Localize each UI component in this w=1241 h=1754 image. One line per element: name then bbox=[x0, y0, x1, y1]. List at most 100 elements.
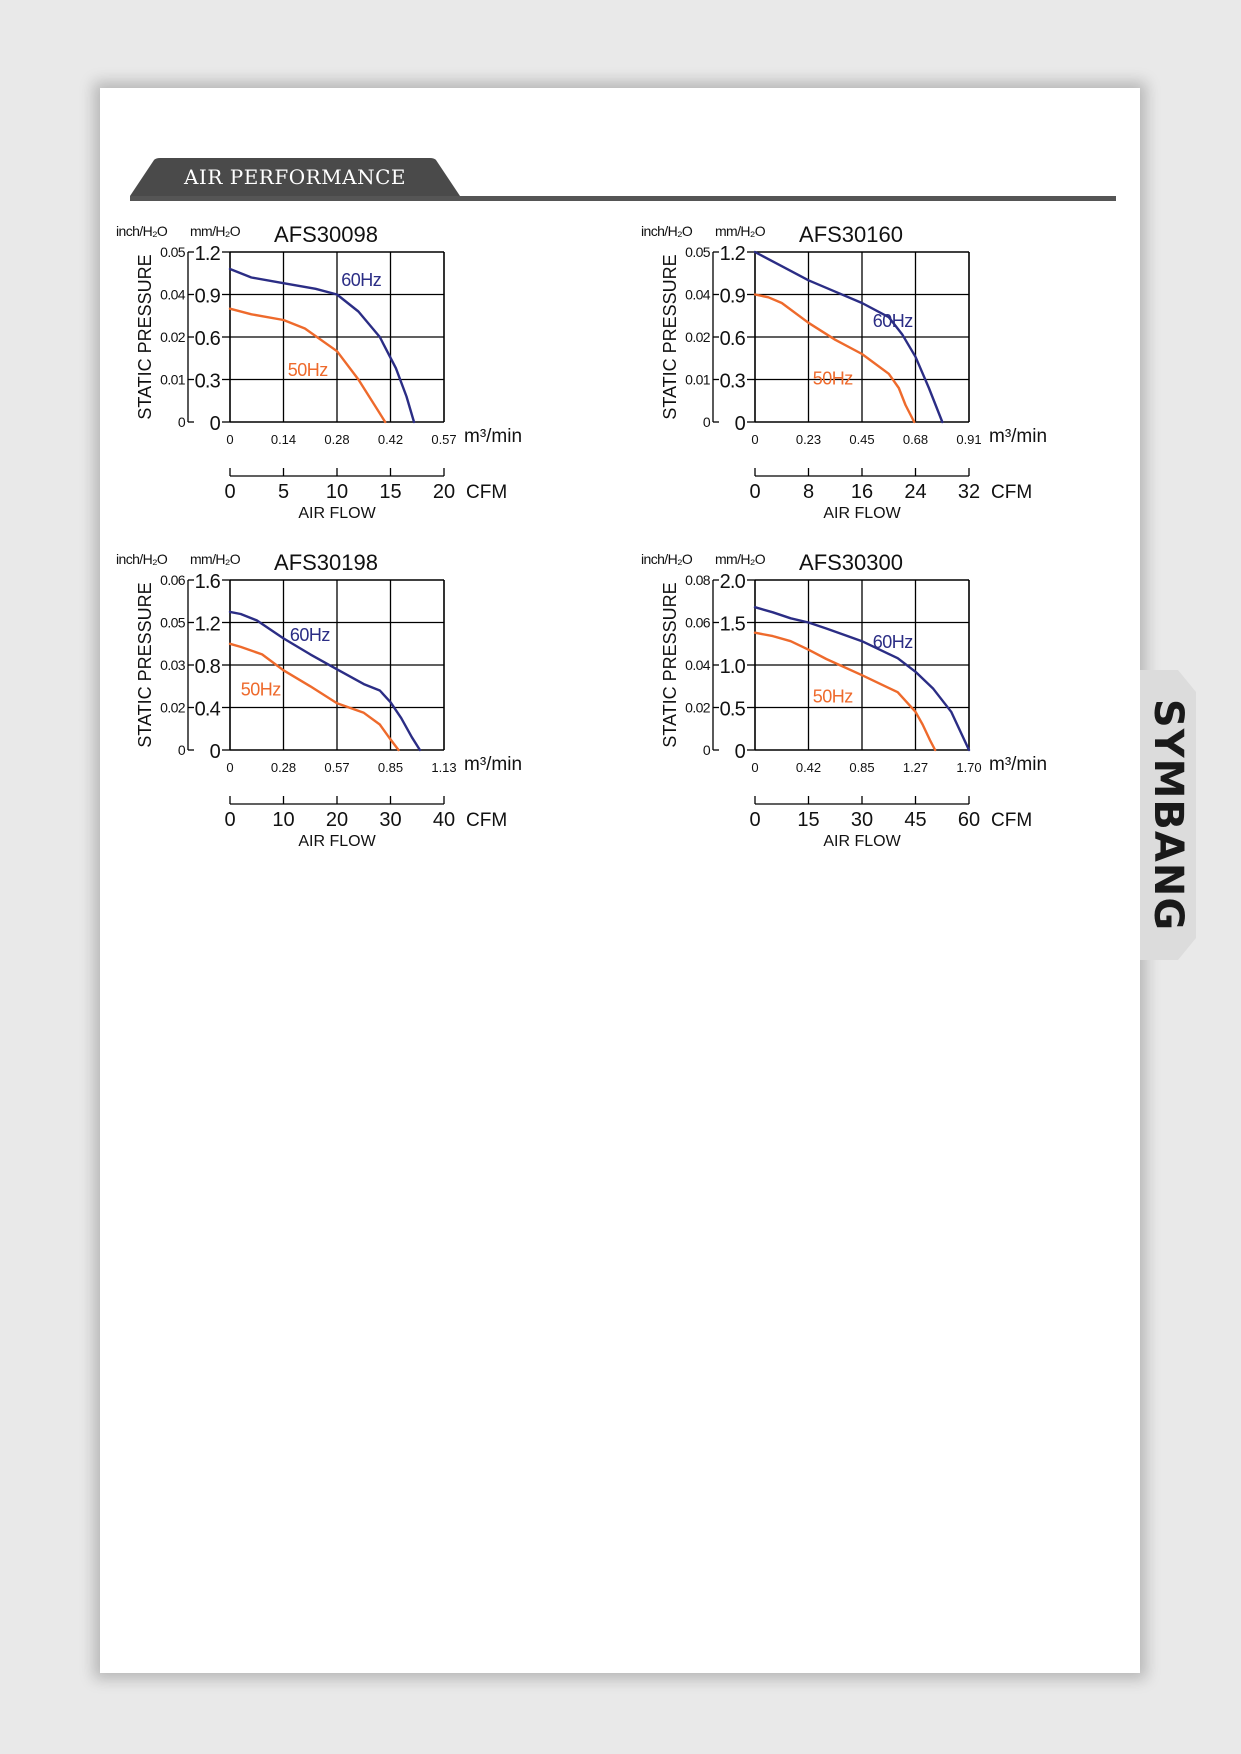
x-tick-m3: 1.13 bbox=[431, 760, 456, 775]
x-tick-cfm: 15 bbox=[797, 809, 819, 831]
unit-mm-label: mm/H₂O bbox=[190, 551, 241, 567]
y-tick-mm: 1.6 bbox=[195, 571, 221, 593]
y-tick-mm: 1.0 bbox=[720, 656, 746, 678]
series-label-50hz: 50Hz bbox=[288, 360, 329, 380]
x-tick-m3: 0 bbox=[226, 760, 233, 775]
x-tick-cfm: 0 bbox=[749, 481, 760, 503]
y-axis-title: STATIC PRESSURE bbox=[660, 254, 680, 419]
y-tick-inch: 0.06 bbox=[160, 572, 186, 588]
y-tick-inch: 0 bbox=[703, 414, 711, 430]
y-tick-inch: 0.02 bbox=[160, 329, 186, 345]
unit-mm-label: mm/H₂O bbox=[715, 551, 766, 567]
series-label-60hz: 60Hz bbox=[290, 625, 331, 645]
chart-afs30198: inch/H₂O mm/H₂O AFS30198 STATIC PRESSURE 0 0 0… bbox=[116, 548, 600, 868]
y-tick-mm: 0.6 bbox=[195, 328, 221, 350]
y-tick-mm: 0.5 bbox=[720, 699, 746, 721]
brand-tab-shape bbox=[1140, 670, 1196, 960]
x-tick-cfm: 0 bbox=[224, 809, 235, 831]
y-tick-mm: 1.2 bbox=[720, 243, 746, 265]
chart-afs30300: inch/H₂O mm/H₂O AFS30300 STATIC PRESSURE 0 0 0… bbox=[641, 548, 1125, 868]
x-tick-cfm: 0 bbox=[224, 481, 235, 503]
x-tick-m3: 0.68 bbox=[903, 432, 928, 447]
x-tick-cfm: 30 bbox=[379, 809, 401, 831]
y-tick-mm: 0 bbox=[210, 741, 221, 763]
chart-title: AFS30160 bbox=[799, 222, 903, 247]
y-tick-inch: 0 bbox=[703, 742, 711, 758]
x-axis-title: AIR FLOW bbox=[823, 833, 901, 850]
x-unit-cfm: CFM bbox=[466, 810, 507, 831]
y-tick-mm: 0.4 bbox=[195, 699, 221, 721]
series-line-50hz bbox=[228, 642, 400, 752]
x-unit-m3: m³/min bbox=[989, 754, 1047, 775]
y-tick-inch: 0.05 bbox=[160, 615, 186, 631]
y-tick-inch: 0.05 bbox=[685, 244, 711, 260]
series-line-50hz bbox=[228, 307, 387, 424]
y-tick-mm: 1.2 bbox=[195, 243, 221, 265]
x-tick-cfm: 60 bbox=[958, 809, 980, 831]
x-unit-cfm: CFM bbox=[991, 482, 1032, 503]
x-tick-cfm: 32 bbox=[958, 481, 980, 503]
y-tick-mm: 0 bbox=[735, 741, 746, 763]
chart-afs30160: inch/H₂O mm/H₂O AFS30160 STATIC PRESSURE 0 0 0… bbox=[641, 220, 1125, 540]
series-line-50hz bbox=[753, 631, 937, 752]
series-label-50hz: 50Hz bbox=[241, 680, 282, 700]
x-tick-cfm: 45 bbox=[904, 809, 926, 831]
y-tick-mm: 0 bbox=[210, 413, 221, 435]
x-unit-m3: m³/min bbox=[989, 426, 1047, 447]
x-tick-m3: 0 bbox=[751, 760, 758, 775]
section-tab bbox=[130, 158, 460, 198]
y-tick-inch: 0.02 bbox=[685, 700, 711, 716]
unit-inch-label: inch/H₂O bbox=[116, 223, 168, 239]
y-tick-mm: 0.3 bbox=[720, 371, 746, 393]
series-line-60hz bbox=[228, 610, 422, 752]
series-label-60hz: 60Hz bbox=[873, 311, 914, 331]
brand-tab bbox=[1140, 670, 1196, 960]
y-tick-mm: 0.9 bbox=[720, 286, 746, 308]
y-tick-mm: 1.5 bbox=[720, 614, 746, 636]
x-tick-cfm: 8 bbox=[803, 481, 814, 503]
y-tick-inch: 0.04 bbox=[160, 287, 186, 303]
y-tick-inch: 0.05 bbox=[160, 244, 186, 260]
unit-mm-label: mm/H₂O bbox=[190, 223, 241, 239]
series-label-50hz: 50Hz bbox=[813, 686, 854, 706]
x-axis-title: AIR FLOW bbox=[823, 505, 901, 522]
x-tick-m3: 0.45 bbox=[849, 432, 874, 447]
chart-title: AFS30198 bbox=[274, 550, 378, 575]
x-tick-m3: 0.42 bbox=[378, 432, 403, 447]
x-tick-m3: 0.85 bbox=[849, 760, 874, 775]
y-axis-title: STATIC PRESSURE bbox=[135, 254, 155, 419]
y-tick-inch: 0.02 bbox=[160, 700, 186, 716]
series-line-50hz bbox=[753, 293, 916, 424]
x-tick-cfm: 10 bbox=[326, 481, 348, 503]
x-tick-m3: 0 bbox=[751, 432, 758, 447]
x-tick-cfm: 15 bbox=[379, 481, 401, 503]
x-tick-m3: 0.42 bbox=[796, 760, 821, 775]
unit-mm-label: mm/H₂O bbox=[715, 223, 766, 239]
x-tick-m3: 0 bbox=[226, 432, 233, 447]
x-tick-cfm: 20 bbox=[433, 481, 455, 503]
series-label-60hz: 60Hz bbox=[873, 632, 914, 652]
x-tick-m3: 0.57 bbox=[431, 432, 456, 447]
x-tick-cfm: 5 bbox=[278, 481, 289, 503]
x-unit-m3: m³/min bbox=[464, 426, 522, 447]
x-tick-m3: 1.70 bbox=[956, 760, 981, 775]
series-label-60hz: 60Hz bbox=[341, 270, 382, 290]
x-tick-m3: 0.28 bbox=[271, 760, 296, 775]
y-tick-inch: 0 bbox=[178, 414, 186, 430]
chart-afs30098: inch/H₂O mm/H₂O AFS30098 STATIC PRESSURE 0 0 0… bbox=[116, 220, 600, 540]
y-tick-mm: 2.0 bbox=[720, 571, 746, 593]
y-tick-mm: 1.2 bbox=[195, 614, 221, 636]
y-tick-inch: 0.03 bbox=[160, 657, 186, 673]
x-tick-m3: 1.27 bbox=[903, 760, 928, 775]
y-tick-mm: 0.6 bbox=[720, 328, 746, 350]
y-tick-inch: 0.06 bbox=[685, 615, 711, 631]
x-tick-cfm: 40 bbox=[433, 809, 455, 831]
x-axis-title: AIR FLOW bbox=[298, 505, 376, 522]
series-line-60hz bbox=[228, 267, 416, 424]
x-tick-cfm: 20 bbox=[326, 809, 348, 831]
unit-inch-label: inch/H₂O bbox=[116, 551, 168, 567]
x-tick-m3: 0.85 bbox=[378, 760, 403, 775]
